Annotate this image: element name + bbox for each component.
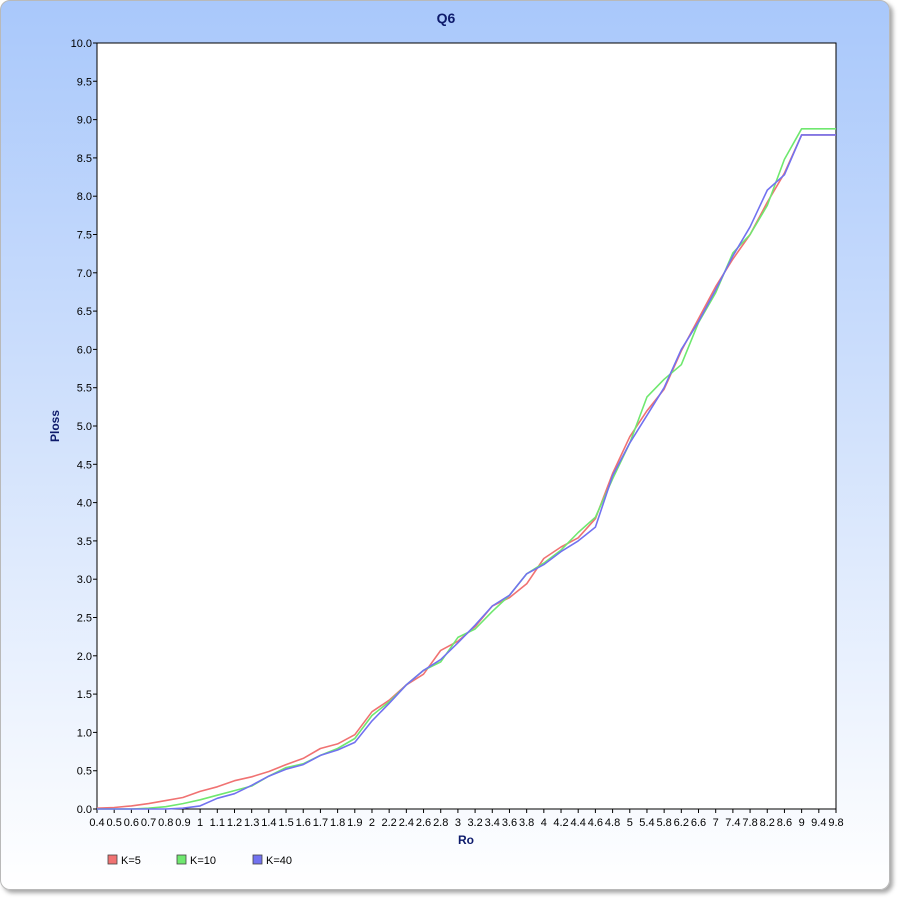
x-tick-label: 4.4 [571,817,586,829]
legend: K=5 K=10 K=40 [107,854,292,867]
x-tick-label: 2.8 [433,817,448,829]
x-tick-label: 4 [541,817,547,829]
y-tick-label: 1.5 [77,689,92,701]
x-tick-label: 7 [713,817,719,829]
y-tick-label: 1.0 [77,727,92,739]
x-tick-label: 5 [627,817,633,829]
x-tick-label: 7.4 [725,817,740,829]
x-tick-label: 1.4 [261,817,276,829]
x-tick-label: 1.5 [278,817,293,829]
y-tick-label: 10.0 [71,38,92,50]
y-tick-label: 6.0 [77,344,92,356]
x-tick-label: 2.6 [416,817,431,829]
x-tick-label: 1.2 [227,817,242,829]
chart-title: Q6 [437,10,456,26]
x-tick-label: 3.6 [502,817,517,829]
legend-label: K=10 [190,855,216,867]
x-tick-label: 5.4 [639,817,654,829]
y-tick-label: 5.5 [77,383,92,395]
y-tick-label: 9.0 [77,115,92,127]
x-tick-label: 0.6 [124,817,139,829]
x-tick-label: 1.1 [210,817,225,829]
legend-label: K=40 [266,855,292,867]
x-axis-title: Ro [458,833,474,847]
y-tick-label: 9.5 [77,76,92,88]
series-line-k40 [97,134,836,810]
plot-area [96,42,837,810]
x-tick-label: 0.7 [141,817,156,829]
x-tick-label: 6.6 [691,817,706,829]
legend-swatch [107,854,118,865]
y-tick-label: 8.0 [77,191,92,203]
x-tick-label: 6.2 [674,817,689,829]
y-tick-label: 5.0 [77,421,92,433]
x-tick-label: 8.2 [760,817,775,829]
x-tick-label: 3.2 [467,817,482,829]
x-tick-label: 1 [197,817,203,829]
x-tick-label: 1.9 [347,817,362,829]
x-tick-label: 2.4 [399,817,414,829]
x-tick-label: 0.4 [89,817,104,829]
legend-swatch [176,854,187,865]
x-tick-label: 0.8 [158,817,173,829]
x-tick-label: 3 [455,817,461,829]
legend-swatch [252,854,263,865]
x-tick-label: 1.6 [296,817,311,829]
y-tick-label: 7.5 [77,230,92,242]
x-axis: 0.4 0.5 0.6 0.7 0.8 0.9 1 1.1 1.2 1.3 1.4 1.5 1.6 1.7… [89,809,844,829]
y-tick-label: 6.5 [77,306,92,318]
x-tick-label: 3.4 [485,817,500,829]
y-tick-label: 2.5 [77,613,92,625]
x-tick-label: 2.2 [382,817,397,829]
x-tick-label: 1.3 [244,817,259,829]
x-tick-label: 5.8 [656,817,671,829]
x-tick-label: 7.8 [742,817,757,829]
y-axis: 0.0 0.5 1.0 1.5 2.0 2.5 3.0 3.5 4.0 4.5 5.0 5.5 6.0 6… [71,38,97,816]
y-tick-label: 3.0 [77,574,92,586]
y-tick-label: 7.0 [77,268,92,280]
y-tick-label: 0.5 [77,766,92,778]
x-tick-label: 1.8 [330,817,345,829]
line-chart: Q6 Ploss Ro 0.0 0.5 1.0 1.5 2.0 2.5 3.0 3.5 4.0 4… [48,10,844,867]
x-tick-label: 4.2 [553,817,568,829]
x-tick-label: 8.6 [777,817,792,829]
x-tick-label: 4.6 [588,817,603,829]
x-tick-label: 0.5 [107,817,122,829]
x-tick-label: 2 [369,817,375,829]
series-lines [96,128,836,810]
x-tick-label: 9.8 [828,817,843,829]
y-tick-label: 2.0 [77,651,92,663]
x-tick-label: 1.7 [313,817,328,829]
x-tick-label: 3.8 [519,817,534,829]
x-tick-label: 4.8 [605,817,620,829]
y-tick-label: 0.0 [77,804,92,816]
chart-panel: Q6 Ploss Ro 0.0 0.5 1.0 1.5 2.0 2.5 3.0 3.5 4.0 4… [0,0,890,890]
x-tick-label: 9 [799,817,805,829]
y-axis-title: Ploss [48,410,62,442]
y-tick-label: 3.5 [77,536,92,548]
legend-label: K=5 [121,855,141,867]
x-tick-label: 9.4 [811,817,826,829]
y-tick-label: 8.5 [77,153,92,165]
y-tick-label: 4.5 [77,459,92,471]
y-tick-label: 4.0 [77,498,92,510]
x-tick-label: 0.9 [175,817,190,829]
